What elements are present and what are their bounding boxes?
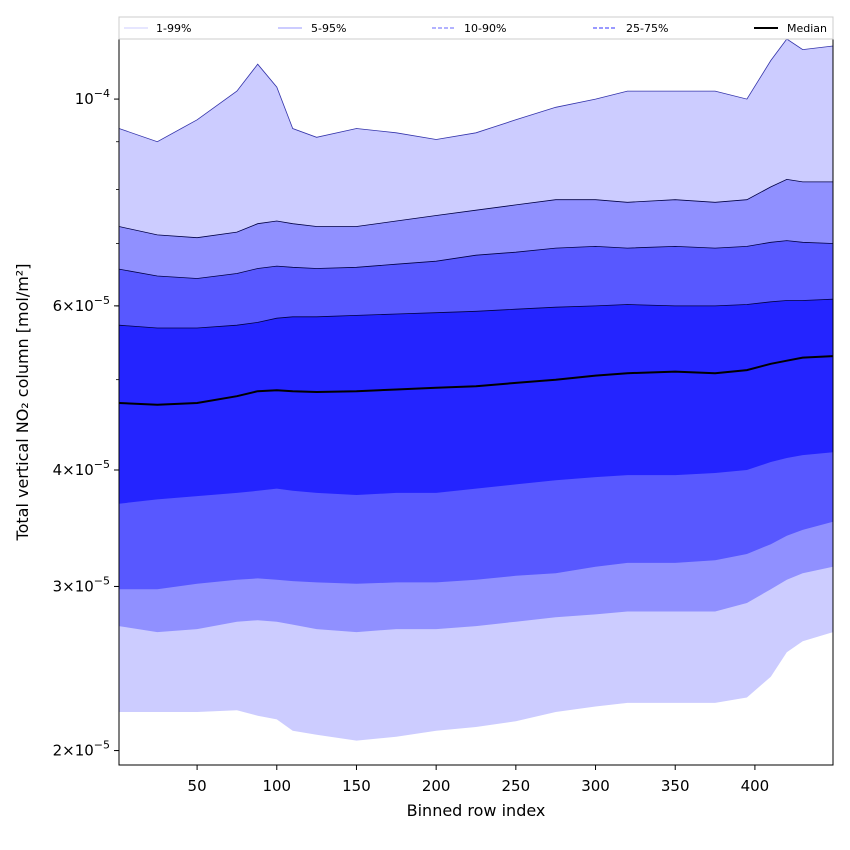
band-upper-edge-10-90% — [119, 240, 833, 279]
x-tick-label: 400 — [741, 777, 770, 795]
band-upper-edge-1-99% — [119, 39, 833, 143]
band-upper-edge-25-75% — [119, 298, 833, 329]
band-upper-edge-5-95% — [119, 178, 833, 239]
x-axis: 50 100 150 200 250 300 350 400 — [188, 765, 770, 795]
x-tick-label: 350 — [661, 777, 690, 795]
x-tick-label: 100 — [262, 777, 291, 795]
y-axis-label: Total vertical NO₂ column [mol/m²] — [13, 264, 32, 542]
legend-label-1-99%: 1-99% — [156, 22, 191, 35]
x-tick-label: 200 — [422, 777, 451, 795]
legend-label-5-95%: 5-95% — [311, 22, 346, 35]
band-25-75% — [119, 299, 833, 504]
legend-frame — [118, 16, 834, 40]
y-tick-label: 2×10−5 — [53, 739, 110, 760]
x-tick-label: 150 — [342, 777, 371, 795]
legend: 1-99% 5-95% 10-90% 25-75% Median — [118, 16, 834, 40]
legend-label-10-90%: 10-90% — [464, 22, 506, 35]
y-tick-label: 3×10−5 — [53, 574, 110, 595]
x-tick-label: 300 — [581, 777, 610, 795]
median-line — [119, 355, 833, 406]
bands-layer — [119, 39, 833, 741]
x-axis-label: Binned row index — [407, 801, 546, 820]
y-axis: 2×10−5 3×10−5 4×10−5 6×10−5 10−4 — [53, 87, 119, 760]
y-tick-label: 6×10−5 — [53, 294, 110, 315]
y-tick-label: 10−4 — [75, 87, 110, 108]
legend-label-Median: Median — [787, 22, 827, 35]
x-tick-label: 250 — [502, 777, 531, 795]
y-tick-label: 4×10−5 — [53, 458, 110, 479]
median-layer — [119, 355, 833, 406]
x-tick-label: 50 — [188, 777, 207, 795]
legend-label-25-75%: 25-75% — [626, 22, 668, 35]
